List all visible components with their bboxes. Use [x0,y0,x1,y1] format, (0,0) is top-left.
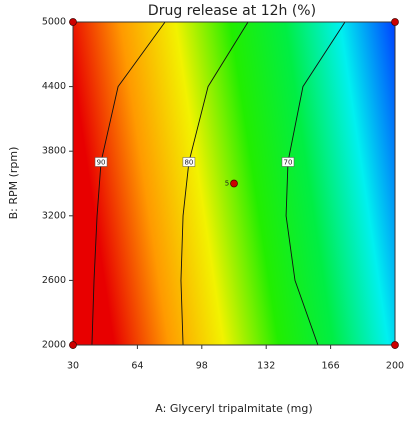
contour-line [285,22,346,345]
y-tick-label: 3800 [42,146,66,157]
contour-line [180,22,249,345]
contours [91,22,346,345]
design-point-label: 5 [225,180,229,188]
x-tick-label: 200 [386,361,404,372]
x-tick-label: 132 [257,361,275,372]
contour-label: 90 [97,158,106,166]
x-tick-label: 64 [131,361,143,372]
x-tick-label: 98 [196,361,208,372]
contour-label-box [182,157,196,167]
chart-title: Drug release at 12h (%) [148,3,316,19]
contour-label-box [281,157,295,167]
y-tick-label: 4400 [42,81,66,92]
contour-label: 80 [184,158,193,166]
design-point [69,341,77,349]
x-axis-label: A: Glyceryl tripalmitate (mg) [155,402,312,415]
y-tick-label: 2000 [42,340,66,351]
y-tick-label: 3200 [42,210,66,221]
design-point [391,341,399,349]
contour-label-box [94,157,108,167]
plot-frame [72,21,396,346]
design-point [391,18,399,26]
y-tick-label: 2600 [42,275,66,286]
x-tick-label: 30 [67,361,79,372]
design-point [230,179,238,188]
y-axis-label: B: RPM (rpm) [7,147,20,220]
contour-label: 70 [284,158,293,166]
x-tick-label: 166 [322,361,340,372]
y-tick-label: 5000 [42,17,66,28]
contour-line [91,22,166,345]
design-point [69,18,77,26]
